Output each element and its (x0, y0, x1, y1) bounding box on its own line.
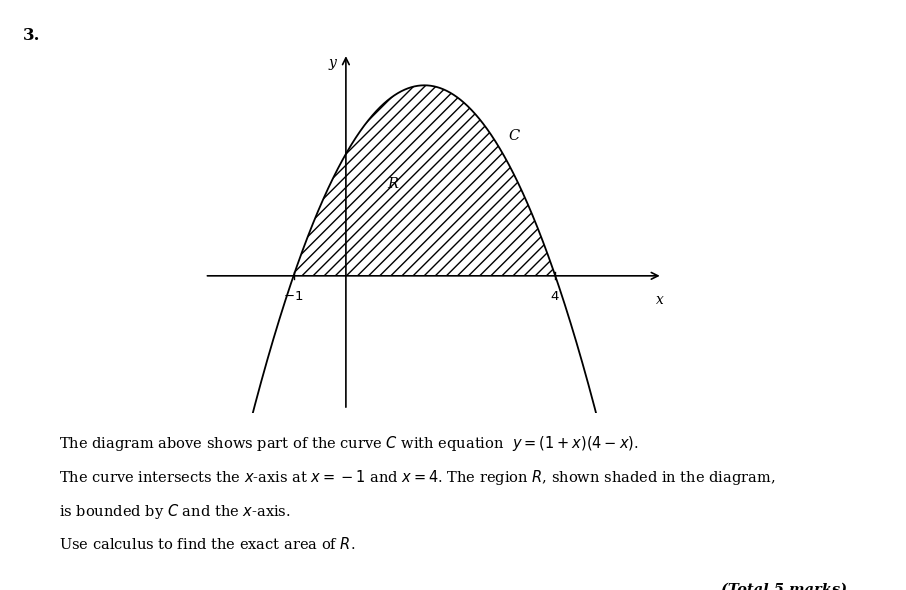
Text: C: C (508, 129, 519, 143)
Text: 3.: 3. (23, 27, 40, 44)
Text: $-1$: $-1$ (284, 290, 304, 303)
Text: (Total 5 marks): (Total 5 marks) (721, 582, 847, 590)
Text: The curve intersects the $x$-axis at $x = -1$ and $x = 4$. The region $R$, shown: The curve intersects the $x$-axis at $x … (59, 468, 776, 487)
Text: is bounded by $C$ and the $x$-axis.: is bounded by $C$ and the $x$-axis. (59, 502, 291, 521)
Text: The diagram above shows part of the curve $C$ with equation  $y = (1+x)(4-x)$.: The diagram above shows part of the curv… (59, 434, 639, 453)
Text: x: x (656, 293, 664, 307)
Text: $4$: $4$ (551, 290, 560, 303)
Text: y: y (329, 57, 336, 70)
Text: R: R (388, 178, 399, 191)
Text: Use calculus to find the exact area of $R$.: Use calculus to find the exact area of $… (59, 536, 355, 552)
